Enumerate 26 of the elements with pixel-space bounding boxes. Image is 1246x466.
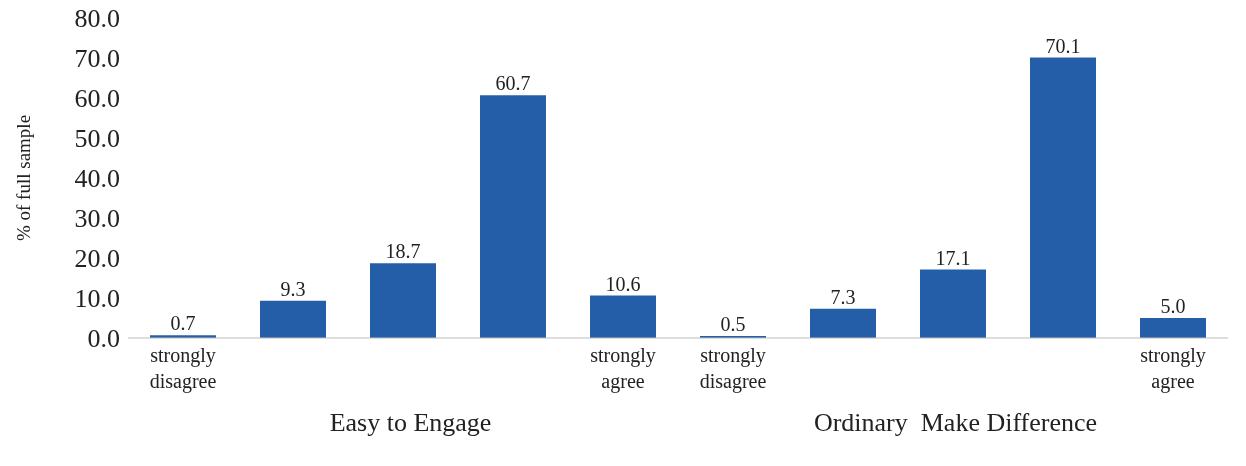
data-label: 0.5 xyxy=(720,313,746,335)
data-label: 10.6 xyxy=(605,272,641,295)
text: Ordinary Make Difference xyxy=(812,408,1099,438)
data-label: 9.3 xyxy=(280,277,306,300)
data-label: 5.0 xyxy=(1160,295,1186,317)
data-label: 60.7 xyxy=(495,72,531,95)
data-label: 0.7 xyxy=(170,312,196,335)
x-tick-label: strongly agree xyxy=(590,344,656,393)
y-tick-label: 40.0 xyxy=(74,164,120,194)
y-tick-label: 60.0 xyxy=(74,84,120,114)
data-label: 17.1 xyxy=(935,246,971,269)
data-label: 7.3 xyxy=(830,285,856,308)
data-label: 70.1 xyxy=(1045,34,1081,57)
y-tick-label: 50.0 xyxy=(74,124,120,154)
x-tick-label: strongly agree xyxy=(1140,344,1206,393)
data-label: 18.7 xyxy=(385,240,421,263)
y-tick-label: 20.0 xyxy=(74,244,120,274)
y-tick-label: 30.0 xyxy=(74,204,120,234)
y-tick-label: 70.0 xyxy=(74,44,120,74)
text: Easy to Engage xyxy=(328,408,493,438)
y-tick-label: 0.0 xyxy=(87,324,120,354)
y-tick-label: 80.0 xyxy=(74,4,120,34)
x-tick-label: strongly disagree xyxy=(149,344,217,393)
y-axis-title: % of full sample xyxy=(12,114,34,242)
x-tick-label: strongly disagree xyxy=(699,344,767,393)
y-tick-label: 10.0 xyxy=(74,284,120,314)
